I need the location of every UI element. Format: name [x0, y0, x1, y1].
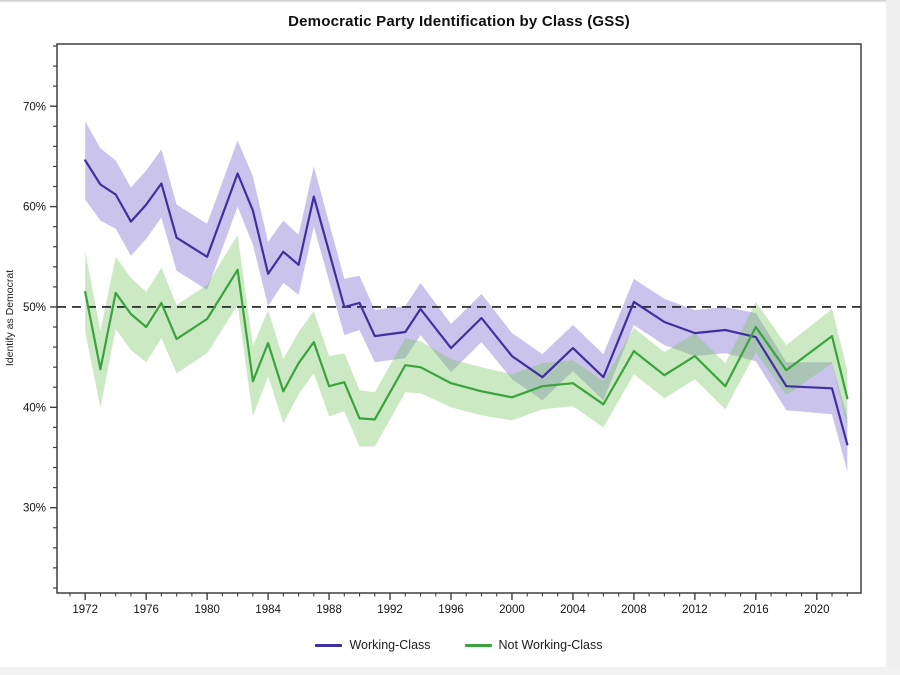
- x-tick-label: 1988: [316, 604, 342, 616]
- legend-swatch-not-working-class: [464, 643, 492, 647]
- y-tick-label: 60%: [23, 202, 46, 214]
- x-tick-label: 1992: [377, 604, 403, 616]
- line-not-working-class: [84, 268, 849, 421]
- x-tick-label: 1972: [72, 604, 98, 616]
- x-tick-label: 1984: [255, 604, 281, 616]
- y-tick-label: 70%: [23, 101, 46, 113]
- x-tick-label: 2012: [682, 604, 708, 616]
- x-tick-label: 2008: [621, 604, 647, 616]
- y-axis-title: Identify as Democrat: [4, 269, 16, 367]
- legend-item-working-class: Working-Class: [315, 638, 431, 652]
- line-working-class: [84, 159, 849, 446]
- page-edge-bottom: [0, 667, 900, 675]
- x-tick-label: 2016: [743, 604, 769, 616]
- page-edge-top: [0, 0, 900, 3]
- x-tick-label: 1976: [133, 604, 159, 616]
- x-tick-label: 1980: [194, 604, 220, 616]
- page-edge-right: [886, 0, 900, 675]
- legend-item-not-working-class: Not Working-Class: [464, 638, 603, 652]
- legend-label-not-working-class: Not Working-Class: [498, 638, 603, 652]
- y-tick-label: 50%: [23, 302, 46, 314]
- ci-band-not-working-class: [85, 234, 848, 447]
- legend-swatch-working-class: [315, 643, 343, 647]
- legend-label-working-class: Working-Class: [349, 638, 431, 652]
- y-tick-label: 30%: [23, 503, 46, 515]
- x-tick-label: 2004: [560, 604, 586, 616]
- plot-frame: [56, 43, 862, 594]
- y-tick-label: 40%: [23, 402, 46, 414]
- x-tick-label: 2020: [804, 604, 830, 616]
- x-tick-label: 2000: [499, 604, 525, 616]
- chart-title: Democratic Party Identification by Class…: [288, 13, 630, 30]
- ci-band-working-class: [85, 121, 848, 472]
- x-tick-label: 1996: [438, 604, 464, 616]
- chart-legend: Working-Class Not Working-Class: [57, 638, 861, 652]
